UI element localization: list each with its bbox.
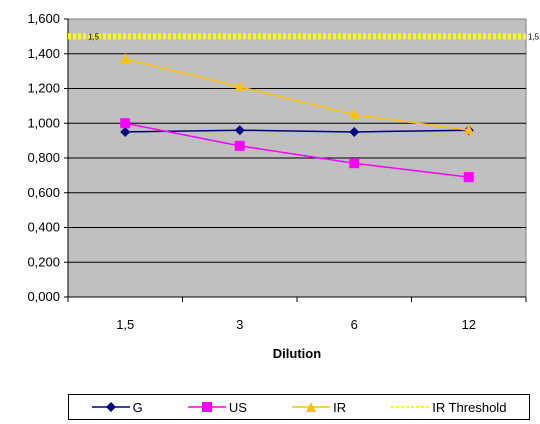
y-tick-label: 1,200 [27,81,60,96]
series-line-us [125,122,469,178]
line-chart: 0,000 0,200 0,400 0,600 0,800 1,000 1,200 1,400… [27,11,540,361]
series-us [120,118,474,183]
data-point-ir [234,80,245,91]
legend-label-g: G [132,399,143,415]
y-tick-label: 1,400 [27,46,60,61]
series-line-ir [125,58,469,131]
legend-label-us: US [228,399,247,415]
x-tick-label: 6 [351,317,358,332]
legend-label-ir-threshold: IR Threshold [432,399,507,415]
data-point-us [463,172,474,183]
x-tick-label: 3 [236,317,243,332]
x-tick-label: 1,5 [116,317,134,332]
series-ir [120,52,474,135]
y-tick-label: 0,000 [27,289,60,304]
y-tick-label: 1,600 [27,11,60,26]
legend-item-us: US [187,399,247,415]
threshold-label: 1,5 [528,32,540,41]
legend-item-g: G [91,399,143,415]
legend-swatch-ir-threshold [391,406,430,408]
data-point-us [349,158,360,169]
data-point-ir [463,124,474,135]
legend-swatch-ir [292,402,331,412]
data-point-us [120,118,131,129]
x-tick-label: 12 [462,317,476,332]
data-point-ir [349,108,360,119]
y-tick-label: 0,400 [27,220,60,235]
legend-swatch-us [187,402,226,412]
legend-item-ir: IR [292,400,346,415]
series-ir-threshold: 1,5 1,5 [68,32,540,41]
data-point-g [120,126,131,137]
threshold-label: 1,5 [88,32,100,41]
x-axis-label: Dilution [273,346,321,361]
y-tick-label: 0,200 [27,254,60,269]
legend-label-ir: IR [333,399,347,415]
y-tick-label: 0,600 [27,185,60,200]
y-tick-label: 1,000 [27,115,60,130]
data-point-ir [120,52,131,63]
legend: G US IR IR Threshold [68,394,530,420]
legend-swatch-g [91,402,130,412]
y-tick-label: 0,800 [27,150,60,165]
legend-item-ir-threshold: IR Threshold [391,400,506,415]
data-point-g [349,126,360,137]
data-point-us [234,140,245,151]
data-point-g [234,125,245,136]
series-line-g [125,129,469,133]
